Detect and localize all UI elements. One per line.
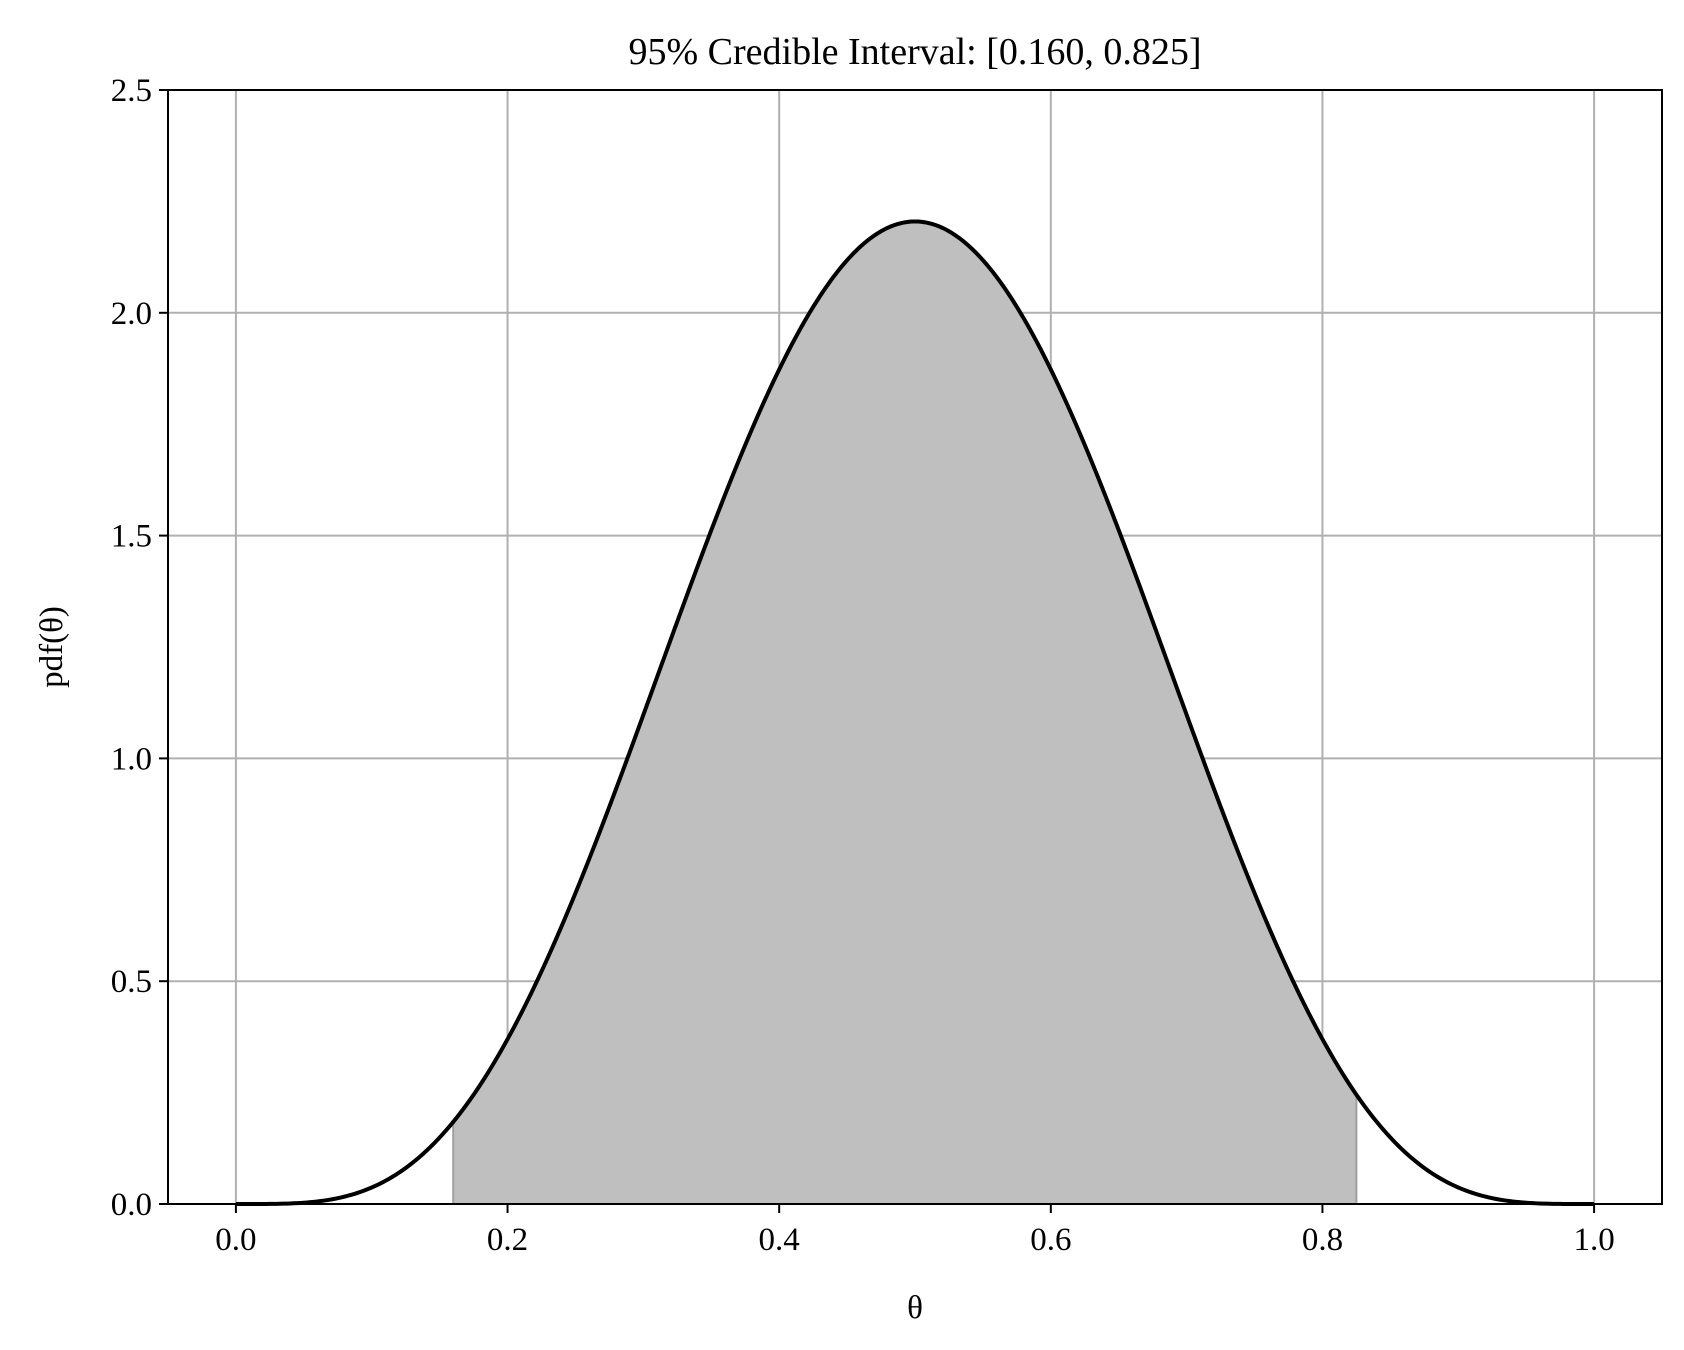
y-axis-ticks: 0.0 0.5 1.0 1.5 2.0 2.5 [111,73,168,1223]
credible-interval-area [453,221,1357,1204]
y-tick-label: 2.5 [111,73,152,109]
y-tick-label: 2.0 [111,296,152,332]
pdf-curve [235,219,1595,1206]
y-tick-label: 0.0 [111,1187,152,1223]
y-tick-label: 1.0 [111,741,152,777]
x-tick-label: 0.2 [487,1222,528,1258]
y-tick-label: 0.5 [111,964,152,1000]
plot-frame [167,89,1663,1205]
x-tick-label: 0.8 [1302,1222,1343,1258]
y-tick-label: 1.5 [111,519,152,555]
y-axis-title: pdf(θ) [34,606,70,688]
x-tick-label: 0.0 [215,1222,256,1258]
x-tick-label: 1.0 [1573,1222,1614,1258]
x-axis-title: θ [907,1290,923,1326]
x-tick-label: 0.4 [759,1222,800,1258]
x-tick-label: 0.6 [1030,1222,1071,1258]
chart-title: 95% Credible Interval: [0.160, 0.825] [628,31,1201,73]
x-axis-ticks: 0.0 0.2 0.4 0.6 0.8 1.0 [215,1204,1615,1258]
